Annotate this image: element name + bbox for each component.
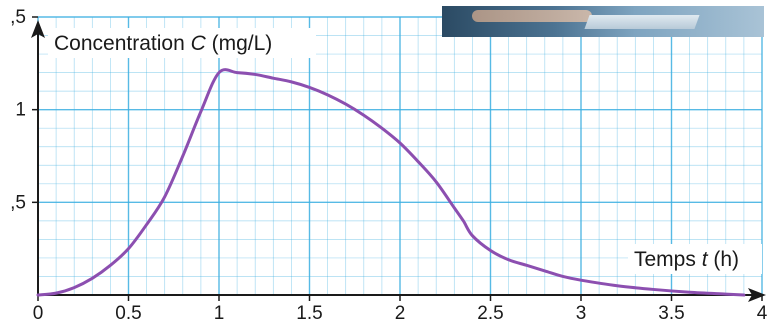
ticks: 0 0.5 1 1.5 2 2.5 3 3.5 4 ,5 1 ,5 <box>10 7 768 324</box>
x-tick-label: 0.5 <box>115 303 141 324</box>
y-label-background <box>48 28 316 58</box>
photo-hand-shape <box>472 10 592 22</box>
photo-clipboard-shape <box>584 15 700 29</box>
x-tick-label: 2.5 <box>477 303 503 324</box>
x-tick-label: 3 <box>576 303 587 324</box>
y-tick-label: ,5 <box>10 7 26 28</box>
x-tick-label: 1 <box>214 303 225 324</box>
concentration-curve <box>36 68 746 297</box>
x-tick-label: 2 <box>395 303 406 324</box>
y-axis-arrow-icon <box>31 20 45 38</box>
photo-banner <box>442 6 764 37</box>
y-tick-label: 1 <box>15 100 26 121</box>
x-axis-arrow-icon <box>748 288 766 302</box>
x-label-background <box>628 244 762 274</box>
series-group <box>36 68 746 297</box>
x-tick-label: 4 <box>757 303 768 324</box>
y-axis-title: Concentration C (mg/L) <box>54 32 272 55</box>
x-axis-title: Temps t (h) <box>634 248 739 271</box>
y-tick-label: ,5 <box>10 192 26 213</box>
x-tick-label: 1.5 <box>296 303 322 324</box>
x-tick-label: 0 <box>33 303 44 324</box>
axes <box>31 20 766 302</box>
x-tick-label: 3.5 <box>658 303 684 324</box>
